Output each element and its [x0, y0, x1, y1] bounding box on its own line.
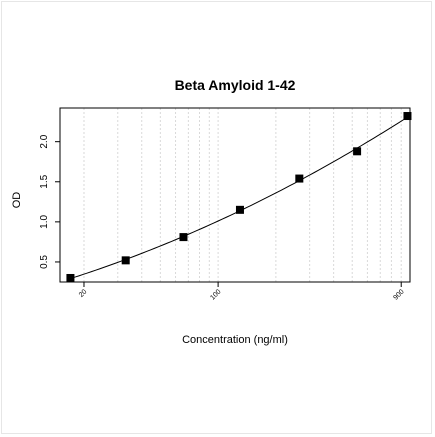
data-point [235, 205, 244, 214]
fit-curve [70, 116, 408, 280]
y-tick-label: 1.0 [39, 214, 50, 228]
y-tick-label: 2.0 [39, 134, 50, 148]
data-point [295, 174, 304, 183]
x-tick-label: 20 [78, 288, 89, 299]
data-point [66, 273, 75, 282]
x-tick-label: 100 [209, 288, 222, 301]
plot-area [59, 107, 411, 283]
y-axis-label: OD [11, 192, 23, 209]
data-point [353, 147, 362, 156]
chart-title: Beta Amyloid 1-42 [175, 77, 296, 93]
y-tick-label: 0.5 [39, 255, 50, 269]
y-tick-label: 1.5 [39, 174, 50, 188]
data-point [403, 112, 412, 121]
data-point [121, 256, 130, 265]
x-tick-label: 900 [392, 288, 405, 301]
x-axis-label: Concentration (ng/ml) [182, 334, 288, 346]
data-point [179, 233, 188, 242]
